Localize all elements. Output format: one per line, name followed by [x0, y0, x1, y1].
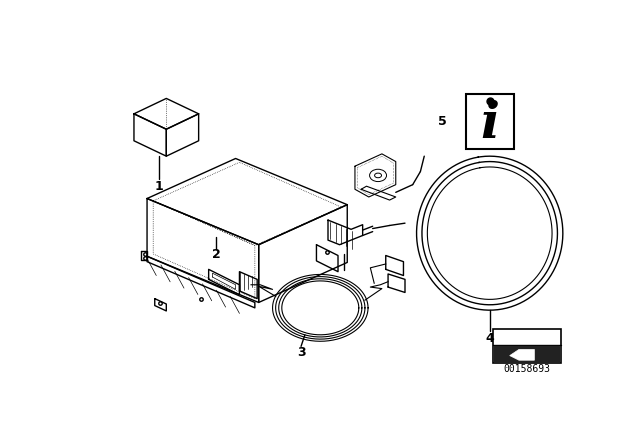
Bar — [466, 94, 513, 149]
Text: 2: 2 — [212, 248, 221, 261]
Bar — [494, 346, 559, 362]
Bar — [493, 329, 561, 363]
Text: i: i — [480, 100, 499, 149]
Text: 4: 4 — [485, 332, 494, 345]
Text: 1: 1 — [154, 181, 163, 194]
Text: 3: 3 — [297, 346, 305, 359]
Text: 5: 5 — [438, 115, 446, 128]
Text: 00158693: 00158693 — [503, 365, 550, 375]
Polygon shape — [509, 349, 534, 360]
